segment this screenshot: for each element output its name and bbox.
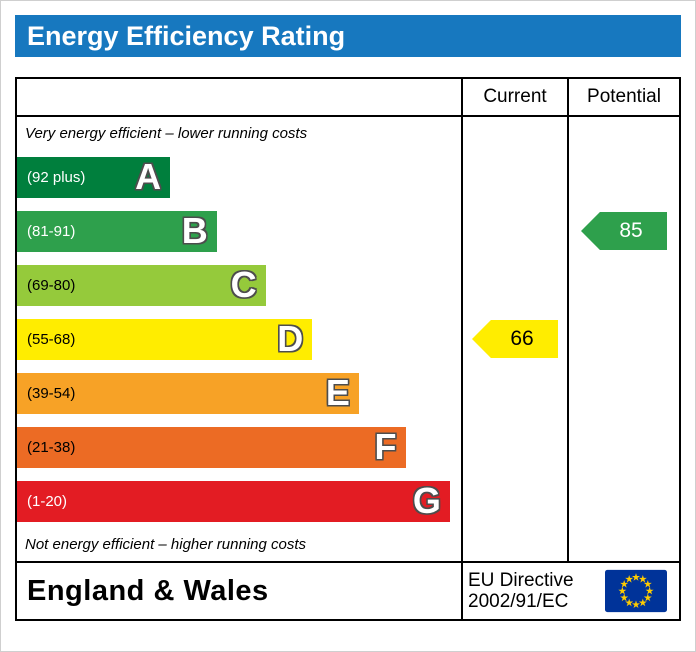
band-letter: B [181,210,208,251]
page-title: Energy Efficiency Rating [15,15,681,57]
bands: (92 plus) A (81-91) B (69-80) C (55-68) D (39-54… [17,150,461,528]
band-a: (92 plus) A [17,156,171,198]
band-row-e: (39-54) E [17,366,461,420]
region-label: England & Wales [27,574,269,607]
epc-table: Current Potential Very energy efficient … [15,77,681,621]
table-header-row: Current Potential [17,79,679,117]
band-e: (39-54) E [17,372,359,414]
band-f: (21-38) F [17,426,406,468]
eu-directive-cell: EU Directive 2002/91/EC [461,563,679,619]
eu-flag-bg [605,569,667,613]
band-row-d: (55-68) D [17,312,461,366]
band-letter: D [277,318,304,359]
band-letter: C [230,264,257,305]
band-b: (81-91) B [17,210,217,252]
chart-header-spacer [17,79,461,115]
eu-flag [605,569,667,613]
band-letter: A [135,156,162,197]
bottom-caption: Not energy efficient – higher running co… [25,536,306,553]
band-range-label: (55-68) [27,330,76,348]
band-g: (1-20) G [17,480,450,522]
eu-directive-line1: EU Directive [468,569,574,591]
column-header-current: Current [461,79,567,115]
band-row-g: (1-20) G [17,474,461,528]
band-range-label: (69-80) [27,276,76,294]
band-row-b: (81-91) B [17,204,461,258]
column-header-potential: Potential [567,79,679,115]
current-arrow: 66 [472,320,558,358]
band-row-a: (92 plus) A [17,150,461,204]
band-range-label: (81-91) [27,222,76,240]
band-range-label: (21-38) [27,438,76,456]
current-column: 66 [461,117,567,561]
top-caption: Very energy efficient – lower running co… [25,125,308,142]
band-row-c: (69-80) C [17,258,461,312]
band-range-label: (92 plus) [27,168,86,186]
eu-directive-line2: 2002/91/EC [468,591,569,612]
band-d: (55-68) D [17,318,313,360]
band-c: (69-80) C [17,264,266,306]
potential-arrow: 85 [581,212,667,250]
band-range-label: (39-54) [27,384,76,402]
table-footer-row: England & Wales EU Directive 2002/91/EC [17,561,679,619]
band-range-label: (1-20) [27,492,68,510]
band-letter: F [374,426,397,467]
table-body-row: Very energy efficient – lower running co… [17,117,679,561]
eu-directive-label: EU Directive 2002/91/EC [468,570,574,613]
band-letter: E [325,372,350,413]
potential-column: 85 [567,117,679,561]
band-letter: G [412,480,441,521]
band-row-f: (21-38) F [17,420,461,474]
rating-chart-area: Very energy efficient – lower running co… [17,117,461,561]
